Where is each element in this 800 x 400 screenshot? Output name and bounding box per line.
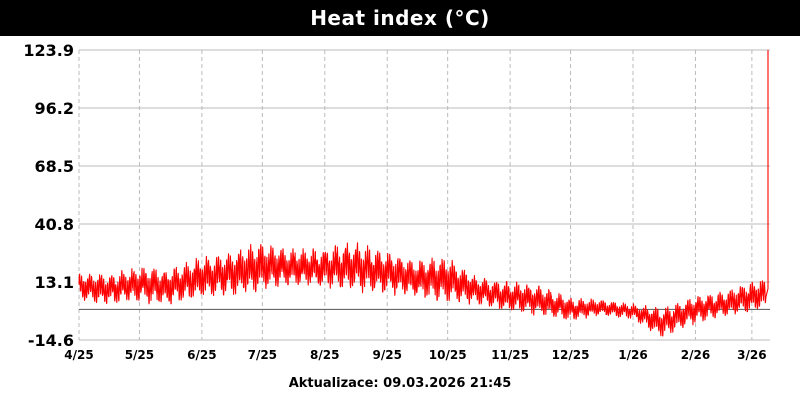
x-tick-label: 3/26 — [737, 348, 766, 362]
x-tick-label: 8/25 — [310, 348, 339, 362]
y-tick-label: 40.8 — [35, 215, 74, 234]
heat-index-series-line — [78, 50, 769, 337]
x-tick-label: 12/25 — [552, 348, 590, 362]
x-tick-label: 9/25 — [373, 348, 402, 362]
y-tick-label: -14.6 — [28, 331, 74, 350]
y-tick-label: 96.2 — [35, 99, 74, 118]
y-tick-label: 68.5 — [35, 157, 74, 176]
x-tick-label: 11/25 — [491, 348, 529, 362]
update-timestamp: Aktualizace: 09.03.2026 21:45 — [288, 376, 512, 391]
x-tick-labels: 4/25 5/25 6/25 7/25 8/25 9/25 10/25 11/25 12/25 1… — [64, 348, 766, 362]
x-tick-label: 5/25 — [125, 348, 154, 362]
chart-title: Heat index (°C) — [0, 0, 800, 36]
x-tick-label: 10/25 — [429, 348, 467, 362]
y-tick-labels: 123.9 96.2 68.5 40.8 13.1 -14.6 — [23, 41, 74, 350]
y-tick-label: 123.9 — [23, 41, 74, 60]
x-tick-label: 7/25 — [248, 348, 277, 362]
x-tick-label: 4/25 — [64, 348, 93, 362]
x-tick-label: 1/26 — [618, 348, 647, 362]
y-tick-label: 13.1 — [35, 273, 74, 292]
x-tick-label: 6/25 — [187, 348, 216, 362]
x-tick-label: 2/26 — [681, 348, 710, 362]
series-layer — [78, 50, 769, 337]
